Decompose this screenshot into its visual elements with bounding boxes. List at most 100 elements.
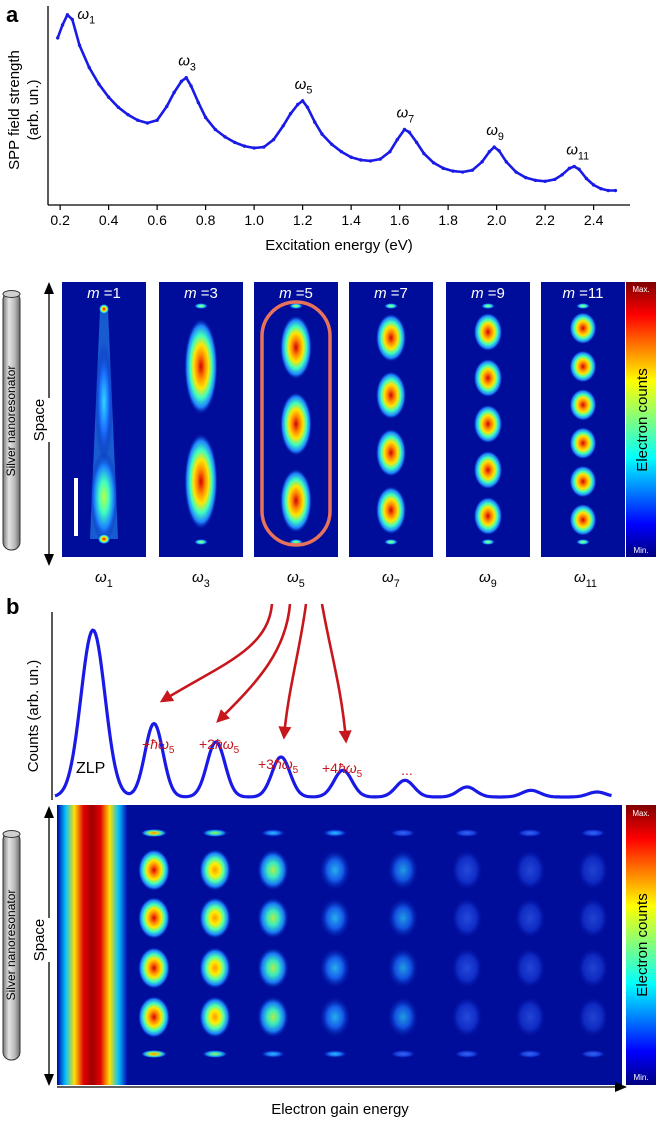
- gain-map-spot: [138, 947, 170, 989]
- spectrum-point: [606, 188, 610, 193]
- spectrum-point: [233, 140, 237, 145]
- gain-map-spot: [260, 1050, 286, 1058]
- mode-field-spot: [184, 318, 218, 415]
- mode-field-spot: [569, 503, 597, 536]
- spectrum-point: [497, 149, 501, 153]
- colorbar-bottom-label: Electron counts: [634, 893, 651, 996]
- gain-map-spot: [580, 829, 606, 837]
- spectrum-point: [116, 105, 121, 109]
- mode-field-spot: [473, 450, 503, 490]
- gain-map-x-arrow: [615, 1082, 627, 1092]
- gain-map-spot: [451, 897, 483, 939]
- gain-map-spot: [257, 996, 289, 1038]
- spectrum-point: [514, 170, 518, 174]
- spectrum-point: [60, 23, 65, 27]
- gain-map-spot: [322, 1050, 348, 1058]
- gain-peak-label-2: +2ħω5: [199, 736, 240, 756]
- mode-field-spot: [98, 534, 110, 544]
- mode-label-m5: m =5: [279, 285, 313, 302]
- scale-bar: [74, 478, 78, 536]
- gain-map-spot: [390, 829, 416, 837]
- spectrum-point: [97, 82, 101, 86]
- mode-field-spot: [473, 358, 503, 398]
- panel-b-label: b: [6, 594, 19, 619]
- mode-field-spot: [569, 350, 597, 383]
- gain-ellipsis: ...: [401, 762, 413, 778]
- panel-a-label: a: [6, 2, 19, 27]
- spectrum-point: [288, 112, 293, 116]
- gain-map-spot: [202, 1050, 228, 1058]
- spectrum-point: [172, 90, 176, 95]
- spectrum-tick-label: 1.4: [341, 212, 361, 228]
- zlp-band: [57, 805, 127, 1085]
- spectrum-point: [470, 168, 475, 172]
- gain-map-spot: [141, 1050, 167, 1058]
- colorbar-bottom-max: Max.: [632, 809, 649, 818]
- mode-field-spot: [375, 486, 407, 535]
- spectrum-tick-label: 0.6: [147, 212, 167, 228]
- spectrum-ylabel-line2: (arb. un.): [25, 80, 42, 141]
- nanoresonator-label-bottom: Silver nanoresonator: [4, 890, 18, 1001]
- space-label-bottom: Space: [31, 919, 48, 962]
- spectrum-point: [87, 65, 91, 70]
- gain-arrow-4: [320, 603, 352, 744]
- spectrum-point: [441, 166, 445, 171]
- spectrum-point: [492, 145, 496, 149]
- spectrum-peak-labels: ω1 ω3 ω5 ω7 ω9 ω11: [77, 6, 589, 163]
- gain-map-spot: [514, 996, 546, 1038]
- gain-map-spot: [199, 897, 231, 939]
- mode-field-spot: [280, 468, 312, 533]
- colorbar-top: Max. Min. Electron counts: [626, 282, 656, 557]
- mode-field-spot: [473, 404, 503, 444]
- mode-field-spot: [375, 371, 407, 420]
- spectrum-tick-label: 0.8: [196, 212, 216, 228]
- gain-map-spot: [577, 897, 609, 939]
- gain-map-spot: [387, 897, 419, 939]
- spectrum-point: [460, 170, 465, 174]
- mode-field-spot: [481, 539, 495, 545]
- gain-map-spot: [138, 849, 170, 891]
- gain-map-spot: [257, 947, 289, 989]
- gain-peak-labels: +ħω5 +2ħω5 +3ħω5 +4ħω5: [142, 736, 363, 780]
- gain-peak-label-3: +3ħω5: [258, 756, 299, 776]
- spectrum-point: [402, 127, 407, 132]
- gain-map-spot: [322, 829, 348, 837]
- gain-map-spot: [319, 849, 351, 891]
- spectrum-point: [155, 118, 159, 122]
- spectrum-point: [165, 104, 169, 109]
- gain-map-spot: [260, 829, 286, 837]
- gain-map-spot: [454, 1050, 480, 1058]
- spectrum-point: [524, 175, 528, 180]
- peak-label-omega-9: ω9: [486, 122, 504, 143]
- gain-map-spot: [257, 897, 289, 939]
- mode-panel-m7: m =7: [349, 282, 433, 557]
- spectrum-tick-label: 2.4: [584, 212, 604, 228]
- mode-field-spot: [569, 427, 597, 460]
- mode-field-spot: [194, 303, 208, 309]
- spectrum-point: [136, 118, 140, 122]
- spectrum-point: [223, 135, 227, 139]
- gain-map-spot: [451, 996, 483, 1038]
- gain-map-spot: [199, 849, 231, 891]
- spectrum-point: [451, 169, 455, 173]
- spectrum-point: [320, 132, 324, 136]
- mode-freq-label-3: ω3: [192, 569, 210, 590]
- spectrum-point: [422, 151, 426, 156]
- spectrum-point: [252, 146, 256, 150]
- nanoresonator-rod-bottom: Silver nanoresonator: [2, 830, 21, 1061]
- spectrum-tick-label: 1.0: [244, 212, 264, 228]
- spectrum-point: [480, 160, 484, 164]
- mode-field-spot: [384, 539, 398, 545]
- mode-field-spot: [481, 303, 495, 309]
- spectrum-point: [203, 115, 208, 120]
- mode-field-spot: [473, 312, 503, 352]
- peak-label-omega-1: ω1: [77, 6, 95, 27]
- gain-map-spot: [199, 996, 231, 1038]
- mode-panel-group: m =1 ω1 m =3 ω3 m =5 ω5 m =7 ω7 m =9 ω9 m =11 ω11: [62, 282, 625, 590]
- spectrum-point: [305, 105, 310, 109]
- mode-freq-label-11: ω11: [574, 569, 597, 590]
- spectrum-point: [349, 155, 353, 159]
- mode-field-spot: [90, 452, 118, 542]
- gain-map-spot: [199, 947, 231, 989]
